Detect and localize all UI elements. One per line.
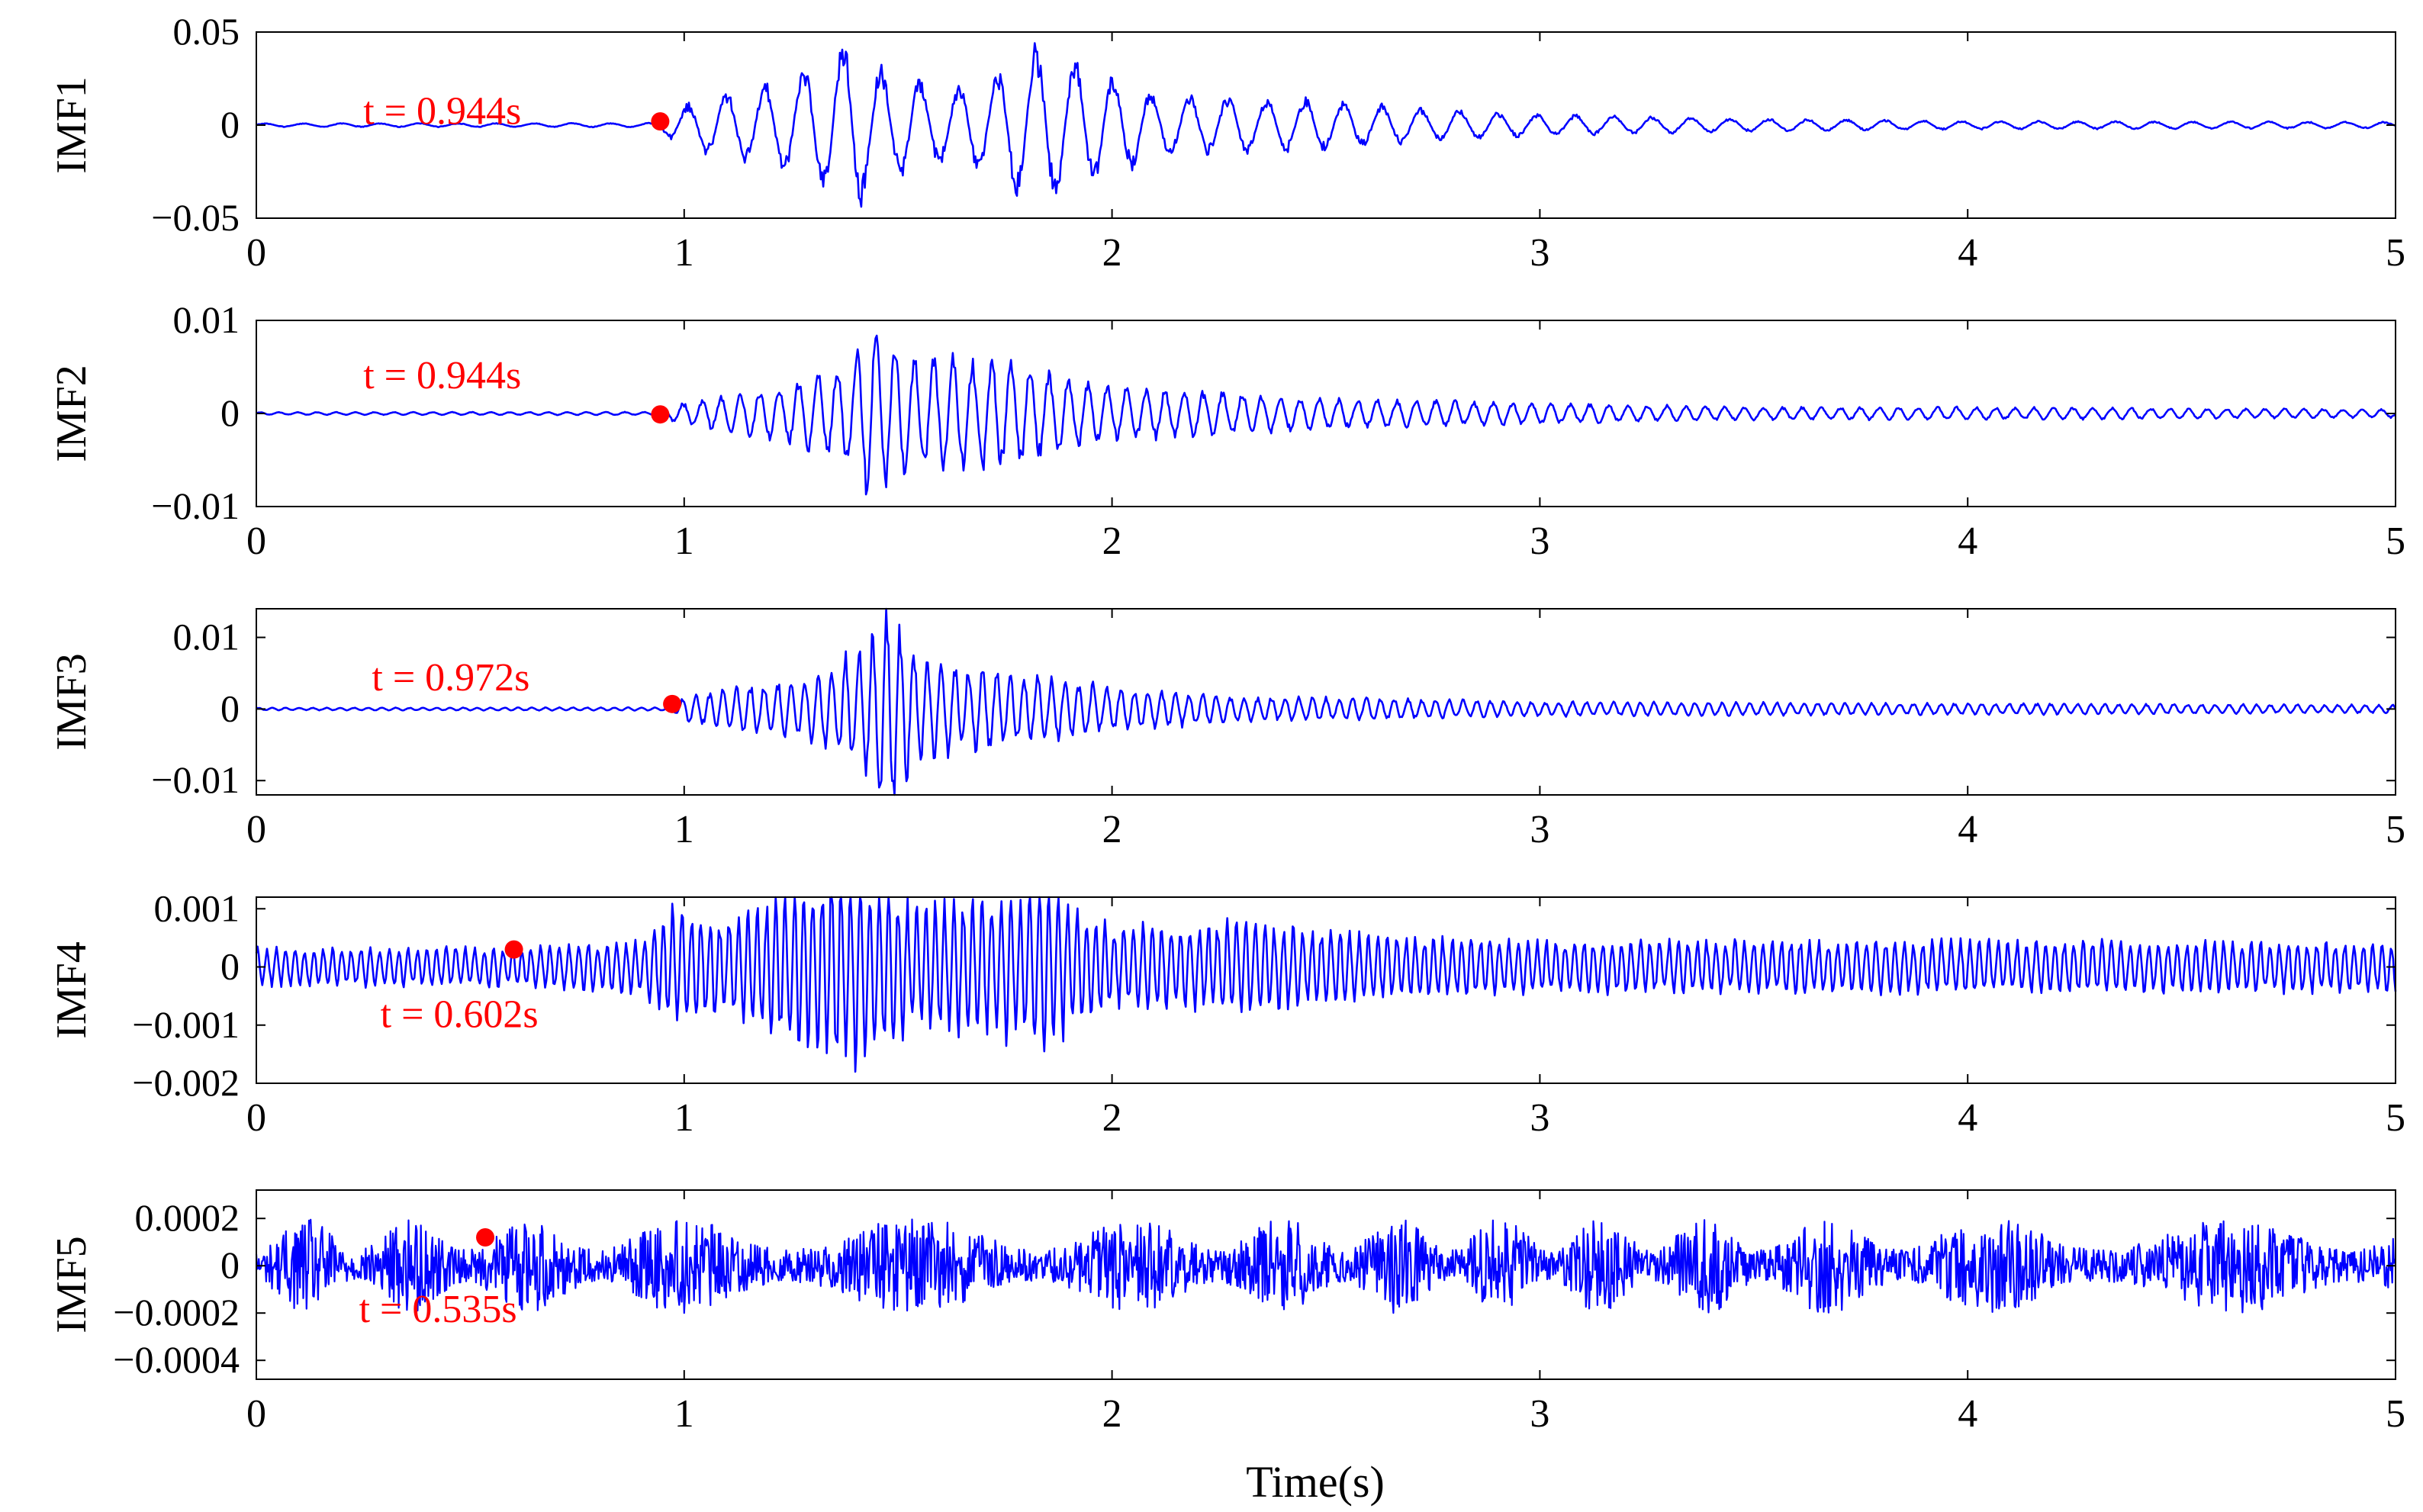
y-tick-label: −0.0004 <box>113 1338 240 1381</box>
signal-line-imf2 <box>256 334 2397 496</box>
x-tick-label: 5 <box>2386 520 2405 563</box>
onset-marker <box>651 112 670 131</box>
x-tick-label: 3 <box>1530 1096 1549 1140</box>
onset-marker <box>651 405 670 424</box>
y-tick-label: 0.001 <box>154 886 240 929</box>
y-tick-label: 0 <box>220 1243 240 1286</box>
y-axis-label: IMF2 <box>48 365 95 462</box>
y-tick-label: −0.05 <box>151 196 240 239</box>
y-tick-label: 0 <box>220 103 240 146</box>
x-tick-label: 3 <box>1530 520 1549 563</box>
y-tick-label: −0.01 <box>151 758 240 801</box>
x-tick-label: 0 <box>246 1392 266 1436</box>
plot-frame <box>256 608 2396 796</box>
x-tick-label: 5 <box>2386 231 2405 275</box>
x-tick-label: 0 <box>246 808 266 851</box>
x-tick-label: 2 <box>1102 231 1122 275</box>
onset-annotation: t = 0.602s <box>381 993 539 1037</box>
y-tick-label: −0.002 <box>132 1061 240 1104</box>
x-tick-label: 1 <box>674 1096 694 1140</box>
y-axis-label: IMF4 <box>48 941 95 1039</box>
x-tick-label: 4 <box>1958 1392 1977 1436</box>
x-tick-label: 1 <box>674 1392 694 1436</box>
y-tick-label: 0 <box>220 687 240 729</box>
x-tick-label: 0 <box>246 1096 266 1140</box>
x-tick-label: 3 <box>1530 231 1549 275</box>
signal-line-imf5 <box>255 1218 2397 1314</box>
x-tick-label: 1 <box>674 231 694 275</box>
y-tick-label: 0.0002 <box>135 1196 240 1239</box>
plot-frame <box>256 1189 2396 1380</box>
onset-annotation: t = 0.972s <box>372 656 529 700</box>
y-tick-label: −0.01 <box>151 484 240 527</box>
y-axis-label: IMF3 <box>48 653 95 751</box>
x-tick-label: 4 <box>1958 808 1977 851</box>
x-tick-label: 0 <box>246 231 266 275</box>
y-axis-label: IMF5 <box>48 1236 95 1333</box>
x-tick-label: 1 <box>674 808 694 851</box>
y-tick-label: 0 <box>220 945 240 988</box>
y-tick-label: 0.05 <box>173 10 240 53</box>
y-axis-label: IMF1 <box>48 76 95 174</box>
signal-line-imf1 <box>256 42 2396 208</box>
x-tick-label: 2 <box>1102 808 1122 851</box>
onset-marker <box>663 694 682 713</box>
x-tick-label: 4 <box>1958 231 1977 275</box>
y-tick-label: 0 <box>220 391 240 434</box>
x-tick-label: 3 <box>1530 1392 1549 1436</box>
x-tick-label: 5 <box>2386 808 2405 851</box>
x-tick-label: 3 <box>1530 808 1549 851</box>
y-tick-label: −0.001 <box>132 1003 240 1046</box>
x-tick-label: 4 <box>1958 1096 1977 1140</box>
onset-annotation: t = 0.944s <box>363 89 521 133</box>
onset-marker <box>476 1228 495 1247</box>
x-tick-label: 2 <box>1102 1392 1122 1436</box>
x-tick-label: 0 <box>246 520 266 563</box>
signal-line-imf3 <box>256 607 2396 796</box>
panel-imf4: 0 1 2 3 4 5 0.001 0 −0.001 −0.002 IMF4 t = 0.602s <box>48 886 2405 1140</box>
x-axis-label: Time(s) <box>1246 1457 1385 1507</box>
plot-frame <box>256 896 2396 1084</box>
x-tick-label: 5 <box>2386 1392 2405 1436</box>
signal-line-imf4 <box>255 896 2397 1073</box>
x-tick-label: 4 <box>1958 520 1977 563</box>
y-tick-label: 0.01 <box>173 616 240 658</box>
y-tick-label: 0.01 <box>173 298 240 341</box>
y-tick-label: −0.0002 <box>113 1291 240 1333</box>
x-tick-label: 1 <box>674 520 694 563</box>
x-tick-label: 5 <box>2386 1096 2405 1140</box>
onset-marker <box>504 940 523 959</box>
onset-annotation: t = 0.944s <box>363 354 521 397</box>
x-tick-label: 2 <box>1102 520 1122 563</box>
x-tick-label: 2 <box>1102 1096 1122 1140</box>
onset-annotation: t = 0.535s <box>359 1288 517 1331</box>
